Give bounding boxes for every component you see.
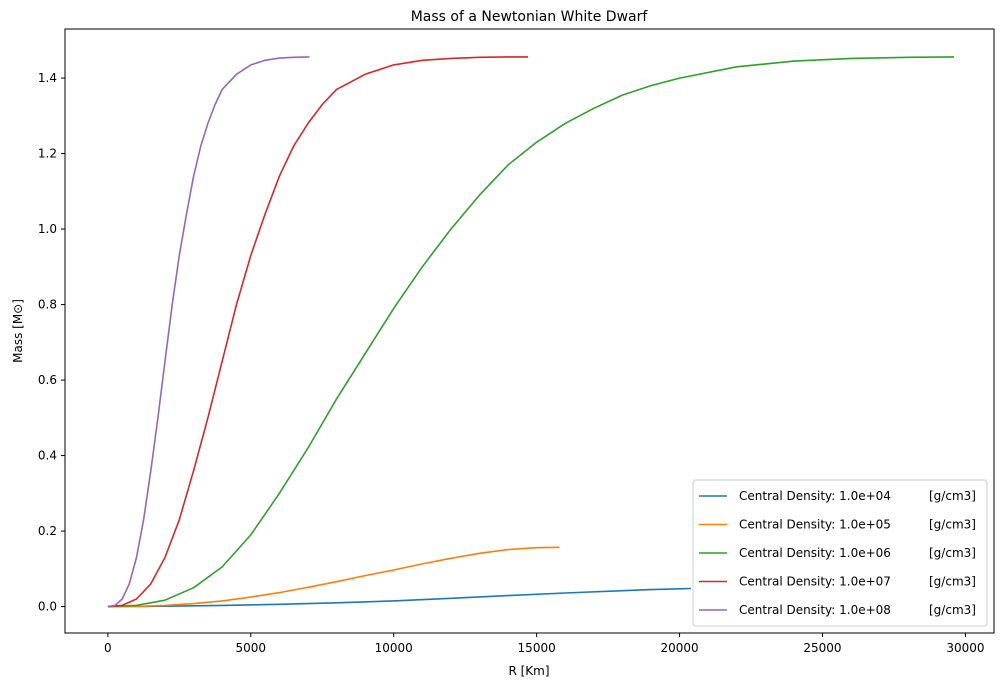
legend: Central Density: 1.0e+04 [g/cm3] Central D…: [692, 479, 988, 627]
chart-title: Mass of a Newtonian White Dwarf: [411, 9, 649, 25]
x-tick-label: 30000: [946, 641, 984, 655]
y-axis: 0.0 0.2 0.4 0.6 0.8 1.0 1.2 1.4: [38, 71, 65, 614]
x-axis-label: R [Km]: [508, 664, 549, 678]
legend-label-5: Central Density: 1.0e+08: [739, 603, 891, 617]
series-line-2: [107, 546, 560, 608]
y-axis-label: Mass [M⊙]: [11, 299, 25, 363]
legend-unit-4: [g/cm3]: [929, 575, 976, 589]
series-line-4: [107, 56, 529, 608]
legend-label-1: Central Density: 1.0e+04: [739, 489, 891, 503]
series-line-3: [107, 56, 955, 608]
plot-frame: [64, 28, 995, 634]
x-tick-label: 10000: [375, 641, 413, 655]
legend-unit-2: [g/cm3]: [929, 518, 976, 532]
x-tick-label: 0: [104, 641, 112, 655]
legend-unit-3: [g/cm3]: [929, 546, 976, 560]
x-tick-label: 20000: [660, 641, 698, 655]
y-tick-label: 0.8: [38, 298, 57, 312]
y-tick-label: 0.4: [38, 449, 57, 463]
legend-label-4: Central Density: 1.0e+07: [739, 575, 891, 589]
y-tick-label: 1.4: [38, 71, 57, 85]
y-tick-label: 1.0: [38, 222, 57, 236]
legend-label-2: Central Density: 1.0e+05: [739, 518, 891, 532]
y-tick-label: 0.2: [38, 524, 57, 538]
x-tick-label: 5000: [236, 641, 267, 655]
series-layer: [107, 56, 955, 608]
y-tick-label: 0.6: [38, 373, 57, 387]
x-axis: 0 5000 10000 15000 20000 25000 30000: [104, 633, 985, 655]
legend-unit-5: [g/cm3]: [929, 603, 976, 617]
series-line-5: [107, 56, 310, 608]
plot-area: [64, 28, 995, 634]
x-tick-label: 25000: [803, 641, 841, 655]
series-line-1: [107, 587, 692, 608]
y-tick-label: 1.2: [38, 147, 57, 161]
x-tick-label: 15000: [518, 641, 556, 655]
y-tick-label: 0.0: [38, 600, 57, 614]
legend-unit-1: [g/cm3]: [929, 489, 976, 503]
legend-label-3: Central Density: 1.0e+06: [739, 546, 891, 560]
legend-box: [692, 479, 988, 627]
